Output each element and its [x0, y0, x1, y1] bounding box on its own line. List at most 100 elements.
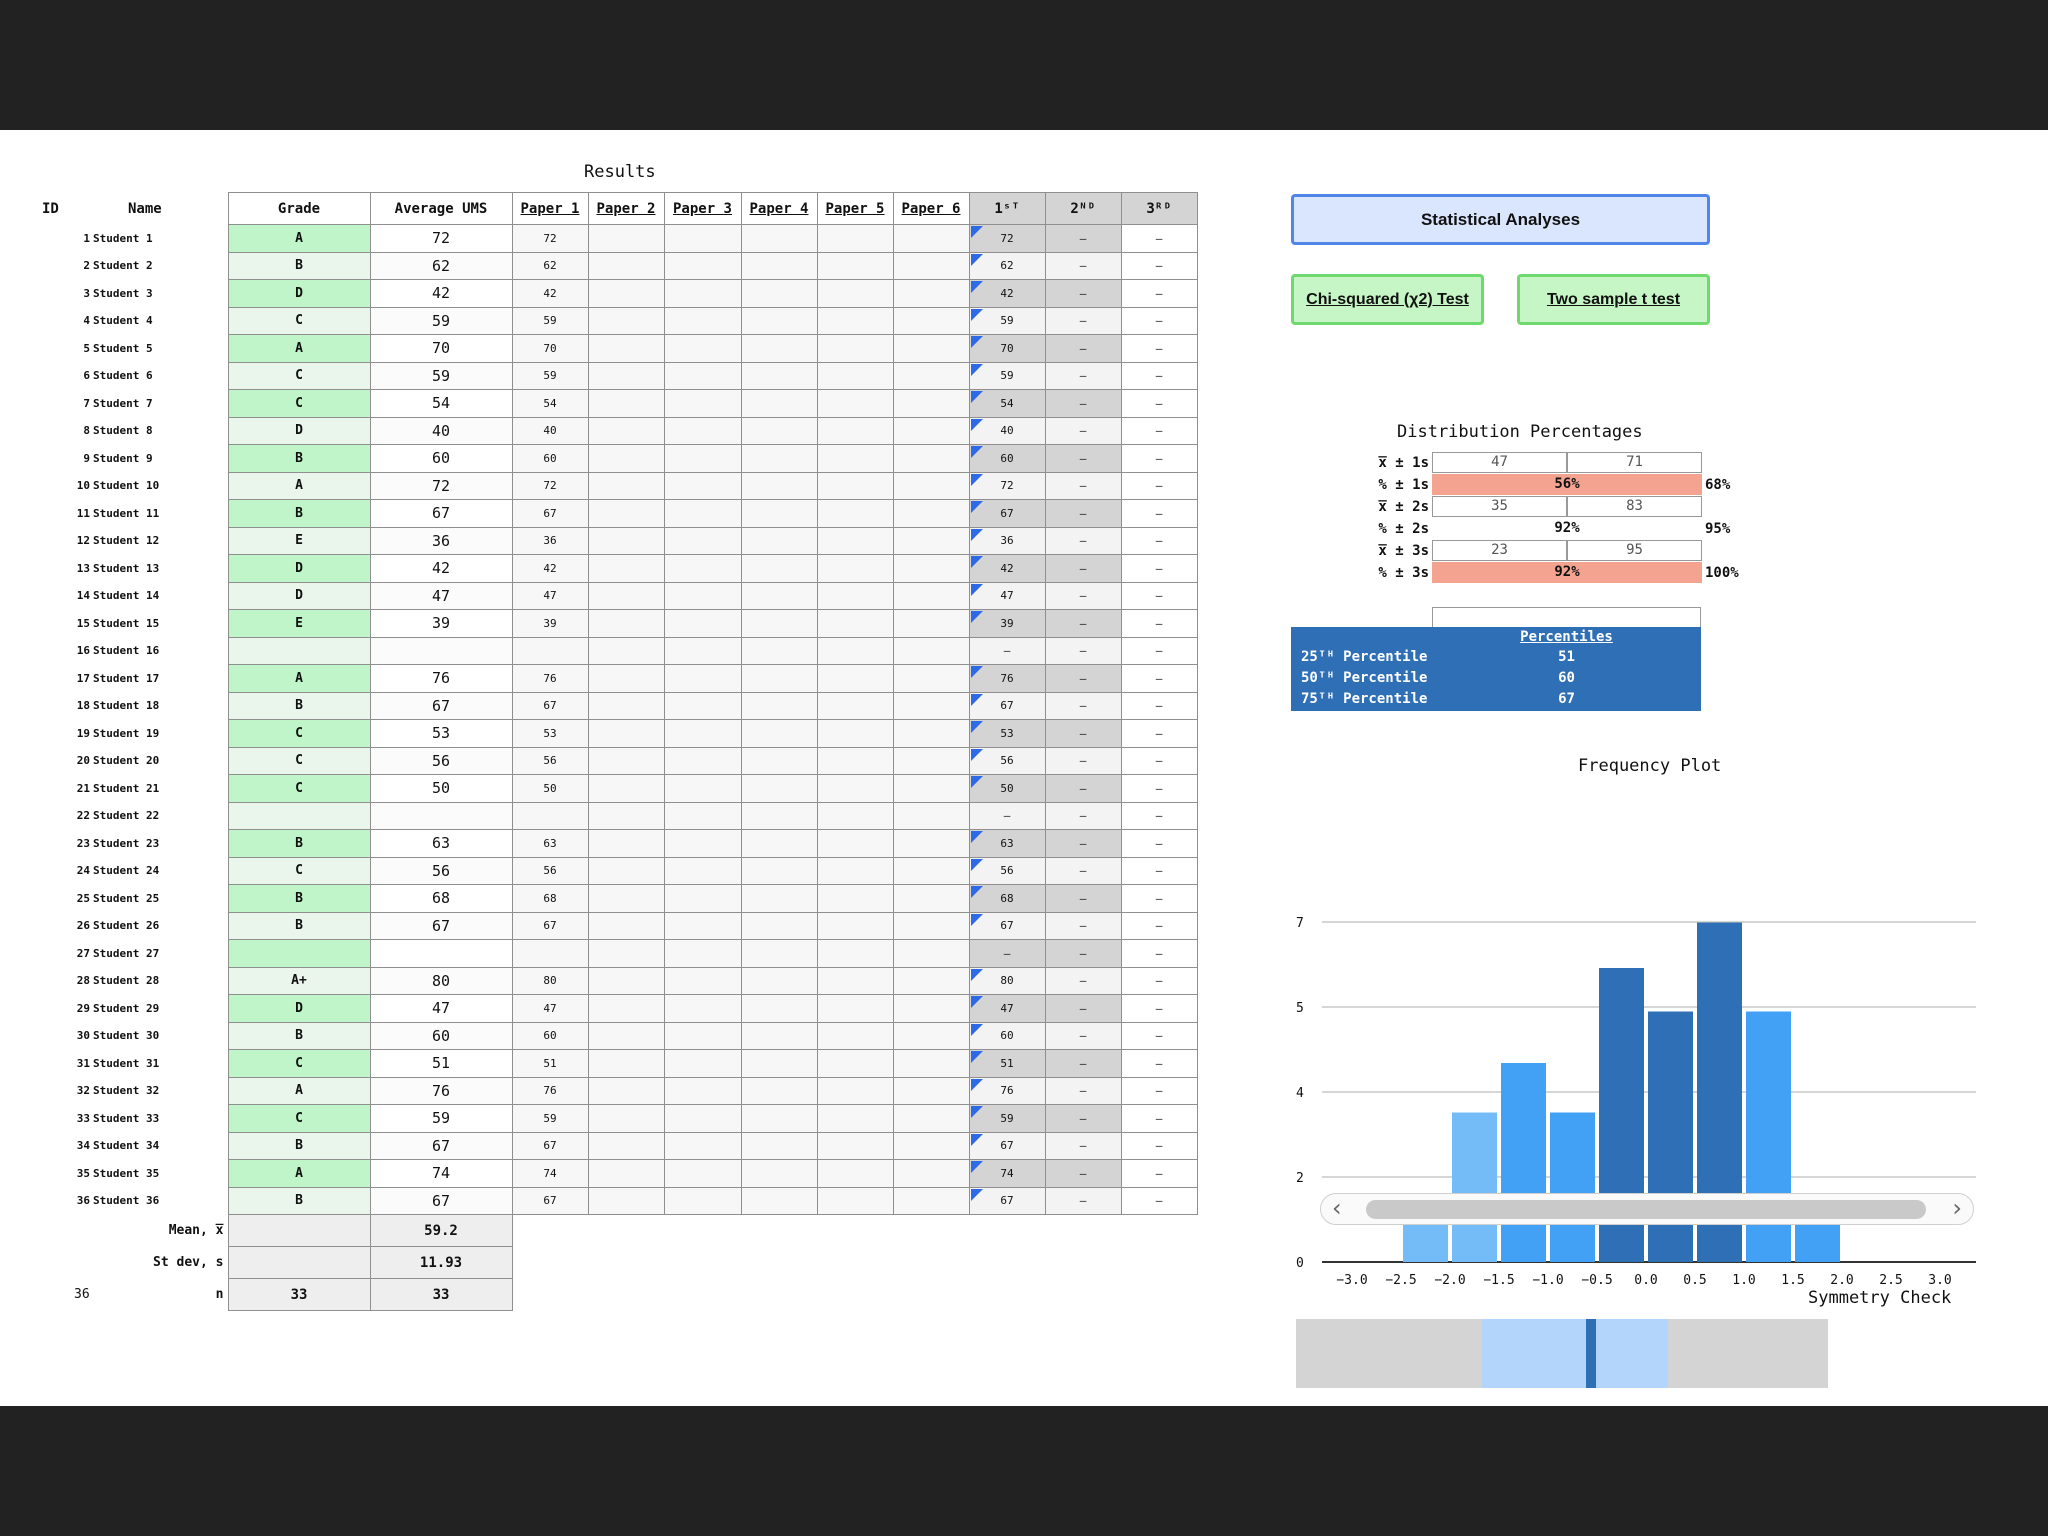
paper-4-cell[interactable] [740, 581, 818, 610]
paper-6-cell[interactable] [892, 801, 970, 830]
rank-1st-cell[interactable]: – [968, 801, 1046, 830]
paper-5-cell[interactable] [816, 1186, 894, 1215]
paper-5-cell[interactable] [816, 334, 894, 363]
rank-1st-cell[interactable]: 72 [968, 224, 1046, 253]
percentile-value[interactable]: 67 [1558, 691, 1575, 707]
rank-2nd-cell[interactable]: – [1044, 1021, 1122, 1050]
paper-3-cell[interactable] [663, 1076, 742, 1105]
rank-2nd-cell[interactable]: – [1044, 306, 1122, 335]
average-ums-cell[interactable]: 47 [369, 994, 513, 1023]
rank-2nd-cell[interactable]: – [1044, 1104, 1122, 1133]
rank-1st-cell[interactable]: 67 [968, 691, 1046, 720]
stdev-grade-cell[interactable] [227, 1246, 371, 1279]
paper-4-cell[interactable] [740, 499, 818, 528]
paper-2-cell[interactable] [587, 416, 665, 445]
paper-3-cell[interactable] [663, 334, 742, 363]
rank-1st-cell[interactable]: 39 [968, 609, 1046, 638]
paper-3-cell[interactable] [663, 746, 742, 775]
paper-2-cell[interactable] [587, 361, 665, 390]
rank-1st-cell[interactable]: 67 [968, 1131, 1046, 1160]
average-ums-cell[interactable]: 67 [369, 1131, 513, 1160]
paper-1-cell[interactable]: 70 [511, 334, 589, 363]
rank-1st-cell[interactable]: 59 [968, 306, 1046, 335]
paper-2-cell[interactable] [587, 911, 665, 940]
paper-5-cell[interactable] [816, 444, 894, 473]
paper-3-cell[interactable] [663, 1104, 742, 1133]
rank-3rd-cell[interactable]: – [1120, 499, 1198, 528]
distribution-lower-cell[interactable]: 47 [1432, 452, 1567, 473]
grade-cell[interactable]: B [227, 251, 371, 280]
paper-4-cell[interactable] [740, 691, 818, 720]
rank-2nd-cell[interactable]: – [1044, 444, 1122, 473]
paper-3-cell[interactable] [663, 1021, 742, 1050]
paper-5-cell[interactable] [816, 1131, 894, 1160]
histogram-bar[interactable] [1452, 1112, 1497, 1263]
rank-2nd-cell[interactable]: – [1044, 1159, 1122, 1188]
paper-6-cell[interactable] [892, 1159, 970, 1188]
n-grade-value[interactable]: 33 [227, 1278, 371, 1311]
grade-cell[interactable]: A+ [227, 966, 371, 995]
average-ums-cell[interactable]: 60 [369, 1021, 513, 1050]
rank-3rd-cell[interactable]: – [1120, 389, 1198, 418]
grade-cell[interactable]: C [227, 746, 371, 775]
rank-2nd-cell[interactable]: – [1044, 279, 1122, 308]
rank-1st-cell[interactable]: 76 [968, 664, 1046, 693]
rank-3rd-cell[interactable]: – [1120, 1021, 1198, 1050]
paper-2-cell[interactable] [587, 1021, 665, 1050]
rank-3rd-cell[interactable]: – [1120, 664, 1198, 693]
average-ums-cell[interactable]: 42 [369, 554, 513, 583]
paper-4-cell[interactable] [740, 1076, 818, 1105]
paper-6-cell[interactable] [892, 911, 970, 940]
paper-4-cell[interactable] [740, 884, 818, 913]
paper-6-cell[interactable] [892, 1021, 970, 1050]
rank-2nd-cell[interactable]: – [1044, 526, 1122, 555]
paper-6-cell[interactable] [892, 444, 970, 473]
paper-5-cell[interactable] [816, 609, 894, 638]
rank-3rd-cell[interactable]: – [1120, 691, 1198, 720]
paper-3-cell[interactable] [663, 801, 742, 830]
paper-1-cell[interactable]: 56 [511, 746, 589, 775]
paper-1-cell[interactable]: 67 [511, 1131, 589, 1160]
distribution-percent-cell[interactable]: 92% [1432, 562, 1702, 583]
paper-4-cell[interactable] [740, 444, 818, 473]
paper-5-cell[interactable] [816, 939, 894, 968]
paper-1-cell[interactable]: 60 [511, 1021, 589, 1050]
grade-cell[interactable]: D [227, 279, 371, 308]
paper-5-cell[interactable] [816, 416, 894, 445]
paper-1-cell[interactable]: 67 [511, 1186, 589, 1215]
chi-squared-test-button[interactable]: Chi-squared (χ2) Test [1291, 274, 1484, 325]
rank-1st-cell[interactable]: 63 [968, 829, 1046, 858]
paper-1-cell[interactable]: 51 [511, 1049, 589, 1078]
grade-cell[interactable]: A [227, 1076, 371, 1105]
rank-3rd-cell[interactable]: – [1120, 1049, 1198, 1078]
paper-5-cell[interactable] [816, 1021, 894, 1050]
average-ums-cell[interactable]: 70 [369, 334, 513, 363]
rank-2nd-cell[interactable]: – [1044, 801, 1122, 830]
paper-2-cell[interactable] [587, 334, 665, 363]
rank-3rd-cell[interactable]: – [1120, 774, 1198, 803]
average-ums-cell[interactable]: 67 [369, 1186, 513, 1215]
paper-2-cell[interactable] [587, 994, 665, 1023]
average-ums-cell[interactable]: 62 [369, 251, 513, 280]
rank-1st-cell[interactable]: – [968, 636, 1046, 665]
paper-2-cell[interactable] [587, 664, 665, 693]
paper-3-cell[interactable] [663, 1131, 742, 1160]
rank-2nd-cell[interactable]: – [1044, 499, 1122, 528]
paper-6-cell[interactable] [892, 636, 970, 665]
paper-6-cell[interactable] [892, 829, 970, 858]
grade-cell[interactable] [227, 636, 371, 665]
paper-3-cell[interactable] [663, 774, 742, 803]
paper-1-cell[interactable]: 72 [511, 224, 589, 253]
grade-cell[interactable]: D [227, 581, 371, 610]
paper-6-cell[interactable] [892, 1076, 970, 1105]
paper-1-cell[interactable]: 50 [511, 774, 589, 803]
rank-3rd-cell[interactable]: – [1120, 746, 1198, 775]
paper-5-cell[interactable] [816, 1049, 894, 1078]
average-ums-cell[interactable]: 40 [369, 416, 513, 445]
rank-2nd-cell[interactable]: – [1044, 994, 1122, 1023]
two-sample-t-test-button[interactable]: Two sample t test [1517, 274, 1710, 325]
paper-6-cell[interactable] [892, 526, 970, 555]
paper-3-cell[interactable] [663, 416, 742, 445]
paper-3-cell[interactable] [663, 499, 742, 528]
paper-5-cell[interactable] [816, 856, 894, 885]
